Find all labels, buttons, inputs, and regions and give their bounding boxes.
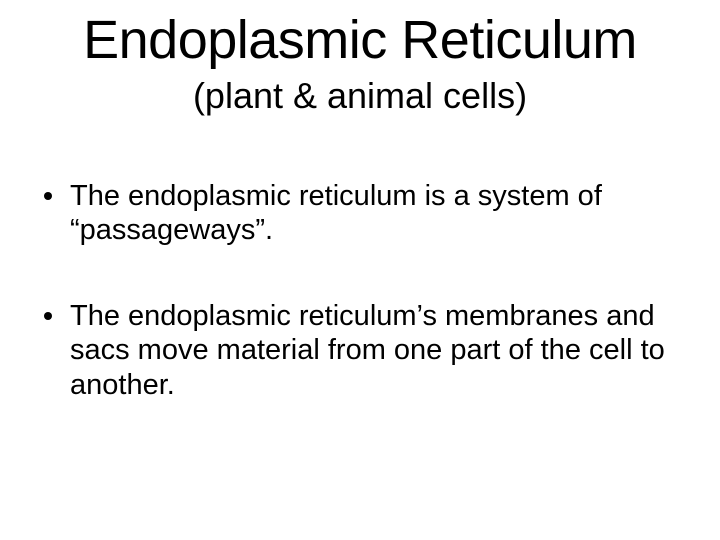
- slide: Endoplasmic Reticulum (plant & animal ce…: [0, 0, 720, 540]
- bullet-text: The endoplasmic reticulum’s membranes an…: [70, 299, 684, 402]
- slide-subtitle: (plant & animal cells): [36, 75, 684, 117]
- bullet-text: The endoplasmic reticulum is a system of…: [70, 179, 684, 247]
- bullet-marker-icon: [44, 192, 52, 200]
- list-item: The endoplasmic reticulum is a system of…: [44, 179, 684, 247]
- bullet-list: The endoplasmic reticulum is a system of…: [36, 179, 684, 402]
- list-item: The endoplasmic reticulum’s membranes an…: [44, 299, 684, 402]
- bullet-marker-icon: [44, 312, 52, 320]
- slide-title: Endoplasmic Reticulum: [36, 12, 684, 69]
